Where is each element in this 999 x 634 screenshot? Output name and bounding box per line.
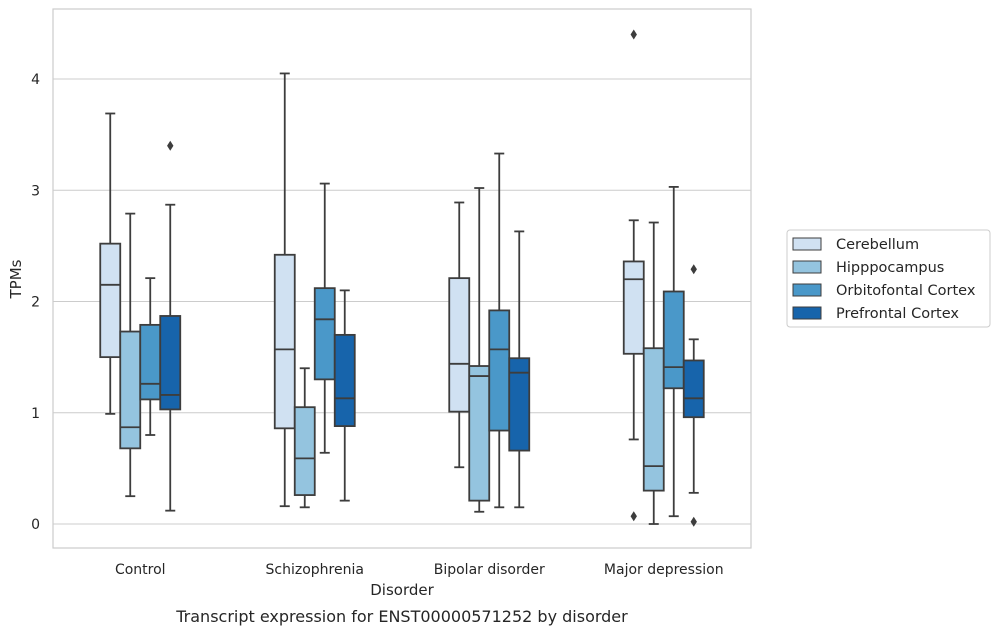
legend-swatch [792,260,822,274]
x-tick-label: Control [115,562,166,578]
x-tick-label: Bipolar disorder [434,562,545,578]
box-iqr [139,323,162,401]
legend: Cerebellum Hipppocampus Orbitofontal Corte… [786,229,991,328]
box-iqr [119,330,142,450]
box-iqr [508,357,531,452]
outlier-point [690,516,697,527]
y-tick-label: 4 [31,72,40,88]
box-iqr [273,253,296,430]
box-cerebellum [99,112,122,415]
legend-swatch [792,283,822,297]
x-axis-label: Disorder [370,581,434,599]
box-iqr [682,359,705,419]
y-tick-label: 2 [31,295,40,311]
y-tick-label: 3 [31,183,40,199]
x-tick-labels: Control Schizophrenia Bipolar disorder Majo… [115,562,724,578]
box-iqr [488,309,511,432]
box-prefrontal-cortex [159,140,182,512]
y-axis-label: TPMs [7,259,25,299]
plot-frame [52,8,752,549]
box-prefrontal-cortex [508,230,531,509]
box-cerebellum [448,201,471,469]
outlier-point [630,29,637,40]
y-tick-label: 1 [31,406,40,422]
legend-swatch [792,306,822,320]
chart-caption: Transcript expression for ENST0000057125… [175,607,628,626]
box-hipppocampus [468,187,491,513]
legend-label: Prefrontal Cortex [836,306,959,322]
box-iqr [622,260,645,355]
x-tick-label: Major depression [604,562,724,578]
box-plots [99,29,705,527]
box-hipppocampus [119,212,142,498]
legend-label: Hipppocampus [836,260,944,276]
box-cerebellum [273,72,296,508]
box-iqr [313,287,336,381]
legend-label: Orbitofontal Cortex [836,283,976,299]
box-prefrontal-cortex [682,264,705,527]
box-orbitofontal-cortex [662,186,685,518]
box-iqr [642,347,665,492]
box-iqr [159,315,182,411]
outlier-point [167,140,174,151]
y-tick-labels: 0 1 2 3 4 [31,72,40,533]
box-iqr [293,406,316,496]
box-hipppocampus [642,221,665,525]
box-iqr [468,365,491,502]
box-iqr [662,290,685,390]
box-iqr [448,277,471,413]
box-iqr [99,242,122,359]
box-hipppocampus [293,367,316,509]
y-tick-label: 0 [31,517,40,533]
box-prefrontal-cortex [333,289,356,502]
x-tick-label: Schizophrenia [266,562,364,578]
box-iqr [333,333,356,427]
box-cerebellum [622,29,645,522]
legend-label: Cerebellum [836,237,919,253]
legend-swatch [792,237,822,251]
box-orbitofontal-cortex [313,182,336,454]
outlier-point [630,511,637,522]
legend-frame [786,229,991,328]
outlier-point [690,264,697,275]
